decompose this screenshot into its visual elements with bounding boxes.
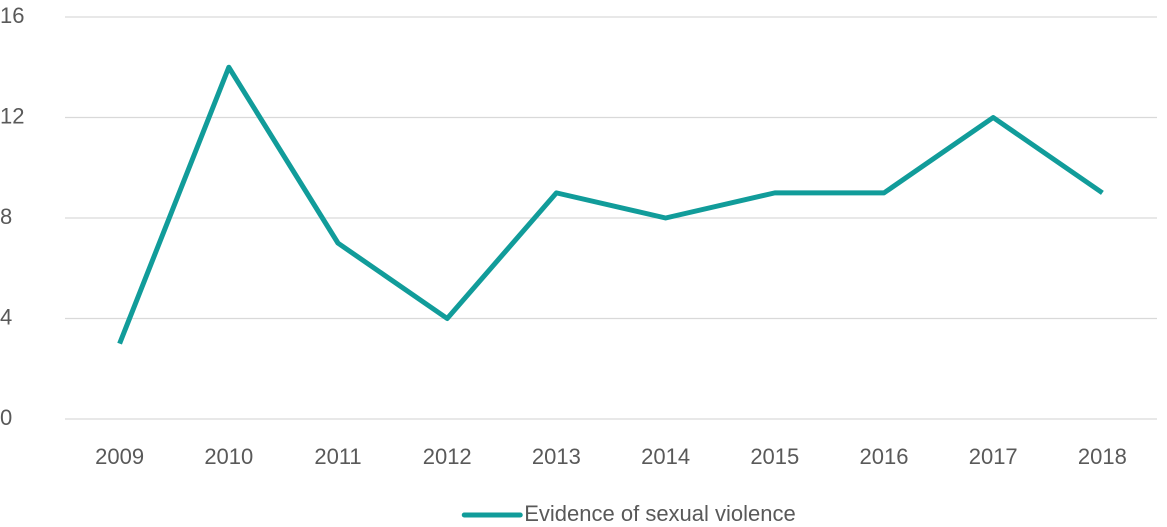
x-tick-label: 2010	[204, 444, 253, 469]
x-tick-label: 2016	[860, 444, 909, 469]
y-tick-label: 16	[0, 3, 24, 28]
legend-label: Evidence of sexual violence	[524, 501, 796, 526]
x-tick-label: 2013	[532, 444, 581, 469]
x-tick-label: 2018	[1078, 444, 1127, 469]
y-tick-label: 4	[0, 304, 12, 329]
x-tick-label: 2014	[641, 444, 690, 469]
x-tick-label: 2009	[95, 444, 144, 469]
data-line	[117, 64, 1104, 345]
y-tick-label: 0	[0, 405, 12, 430]
x-tick-label: 2011	[314, 444, 361, 469]
y-tick-label: 12	[0, 103, 24, 128]
x-tick-label: 2015	[750, 444, 799, 469]
x-tick-label: 2012	[423, 444, 472, 469]
x-tick-label: 2017	[969, 444, 1018, 469]
y-tick-label: 8	[0, 204, 12, 229]
